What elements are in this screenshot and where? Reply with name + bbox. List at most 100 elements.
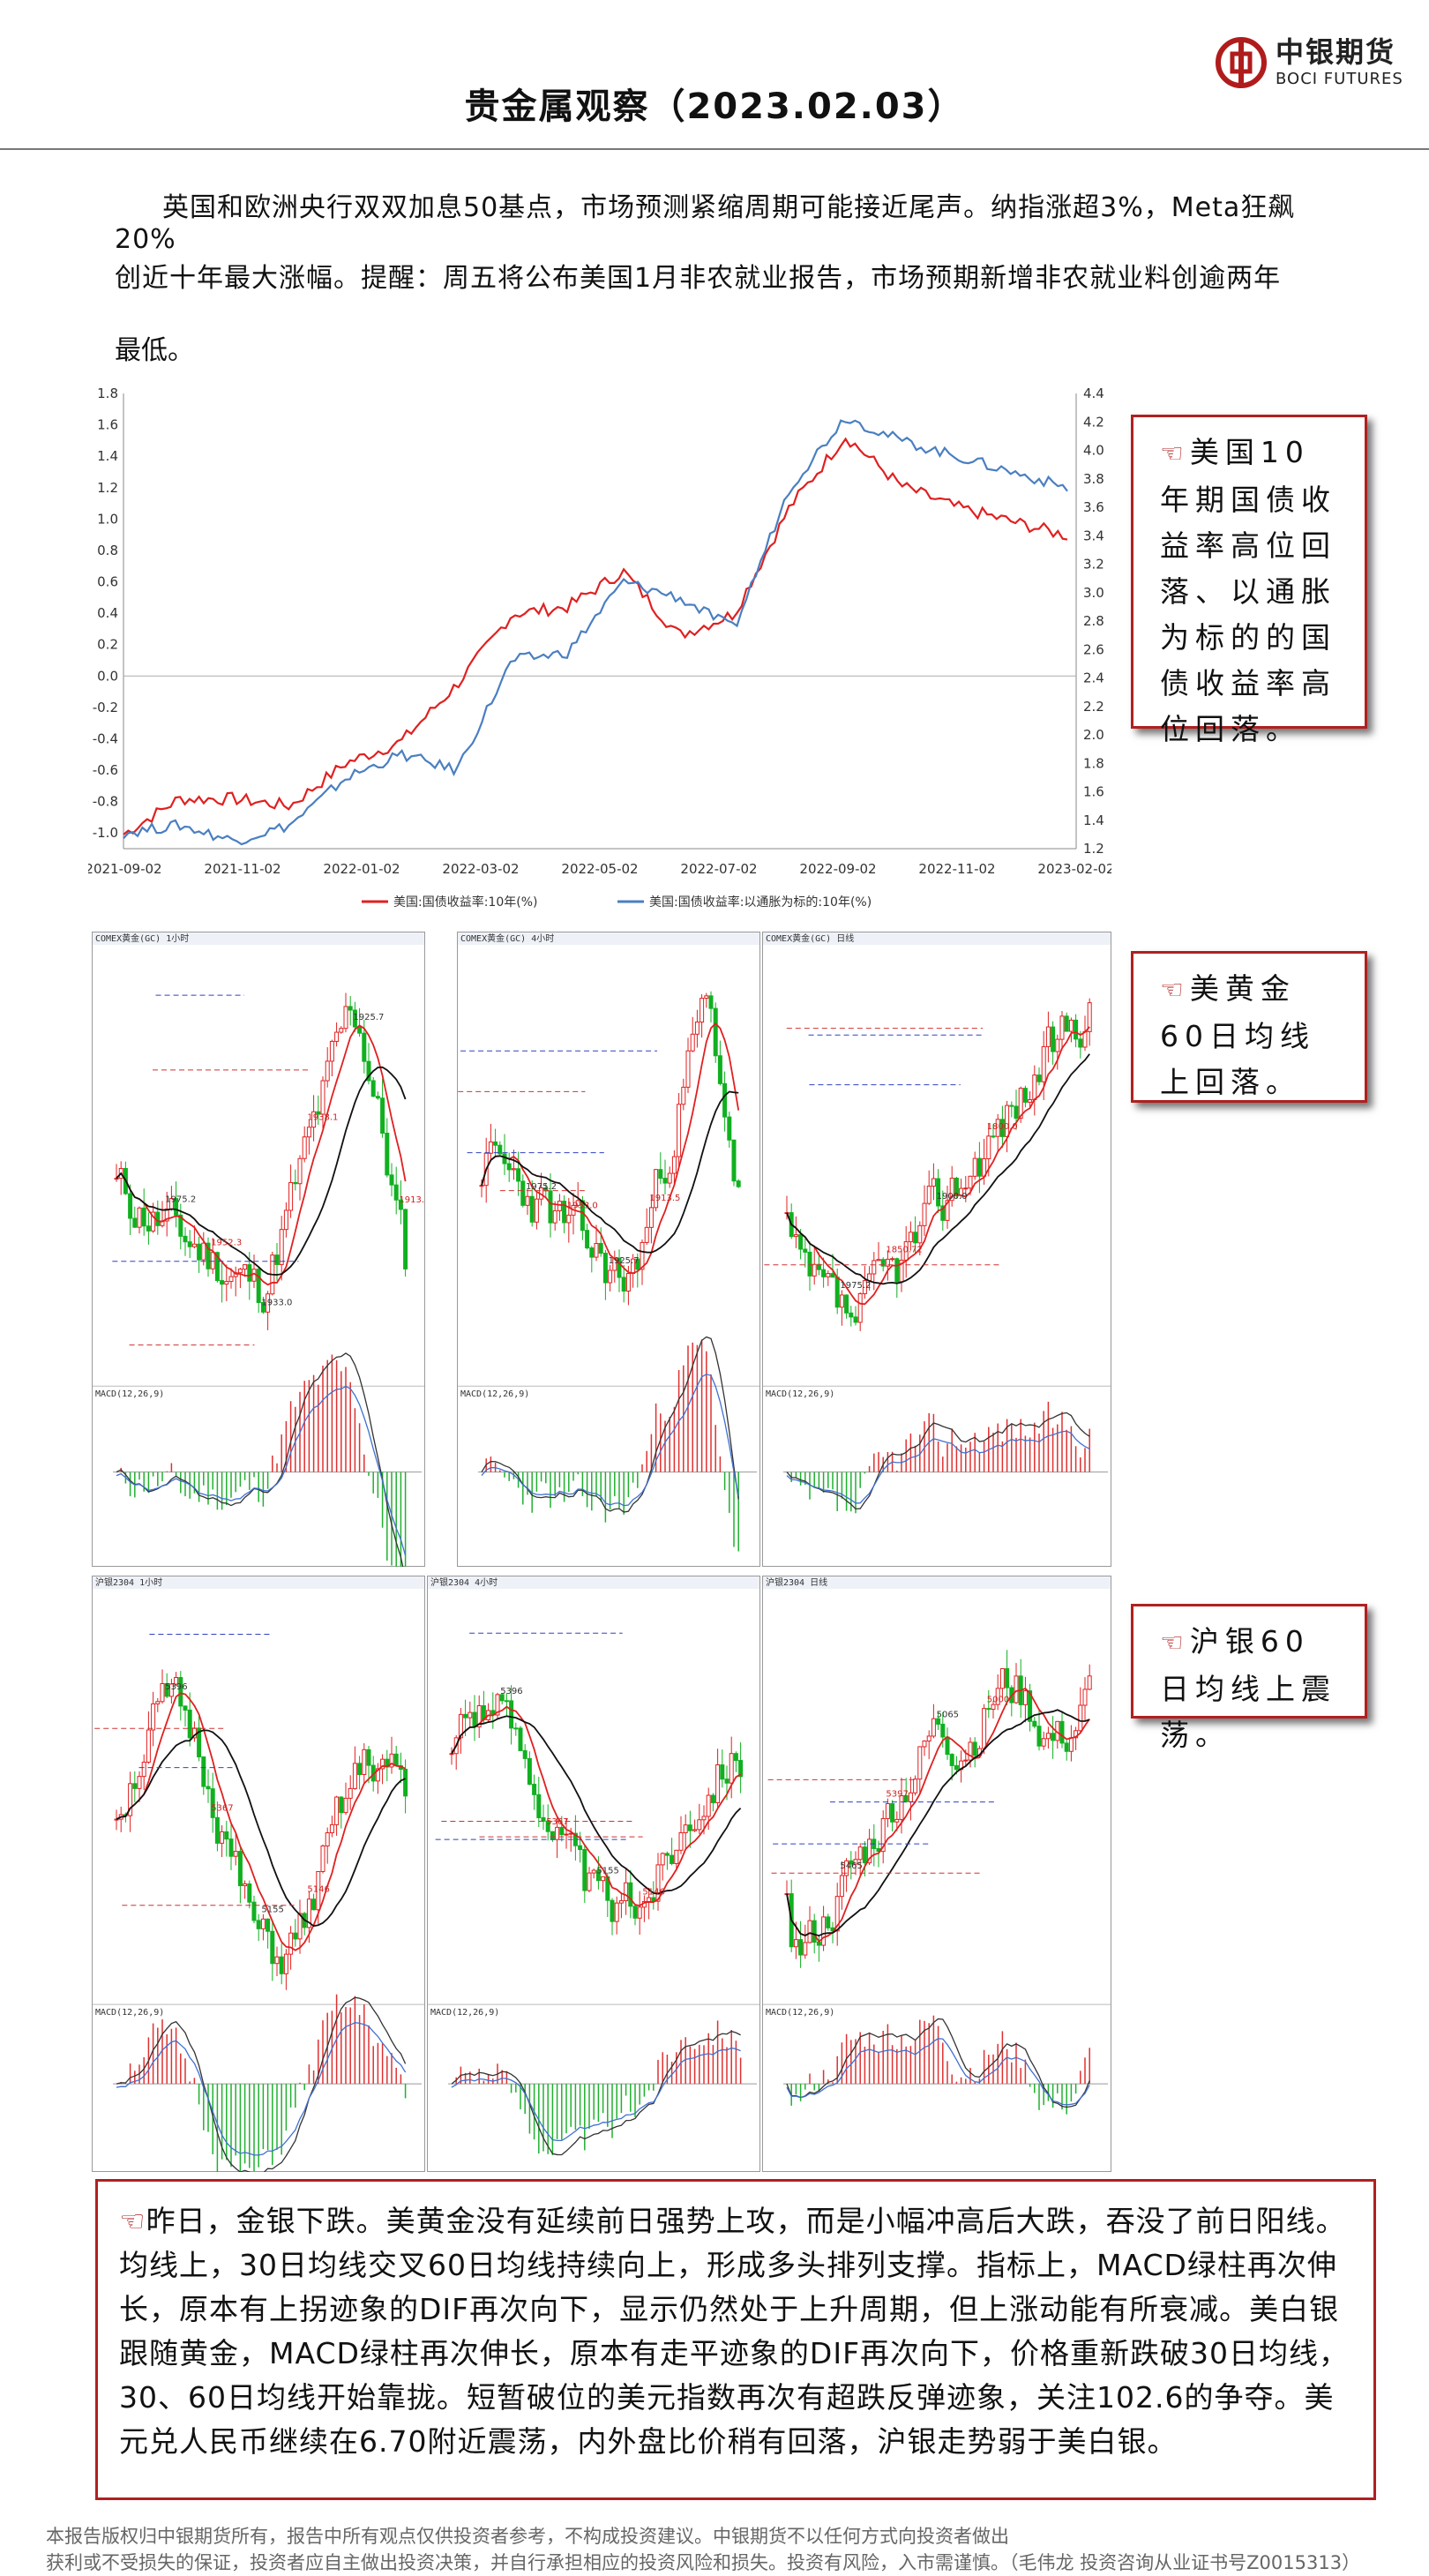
left-tick-label: 0.0 [97,668,118,684]
right-tick-label: 2.2 [1083,699,1104,715]
intro-line-3: 最低。 [115,335,194,366]
candle-body [722,1082,728,1118]
candle-body [266,1918,271,1932]
candle-body [283,1209,288,1231]
macd-label: MACD(12,26,9) [766,2008,834,2018]
candle-body [687,1824,692,1831]
candle-body [233,1272,238,1277]
candle-body [706,1794,711,1817]
candle-body [1087,1675,1092,1690]
page-title: 贵金属观察（2023.02.03） [464,86,965,127]
left-tick-label: -0.2 [93,700,118,715]
candle-body [853,1859,858,1865]
candle-body [375,1768,380,1782]
candle-body [306,1127,311,1138]
candle-body [587,1872,592,1891]
candle-body [210,1788,215,1818]
candle-body [201,1242,206,1261]
candle-body [141,1761,146,1778]
candle-body [306,1898,311,1928]
candle-body [862,1846,867,1864]
gold-chart-daily: COMEX黄金(GC) 日线 1975.2 1850.72 1900.0 1800.0 M… [762,932,1111,1567]
macd-label: MACD(12,26,9) [95,1389,164,1399]
candle-body [885,1258,890,1267]
candle-body [917,1224,923,1244]
candle-body [582,1849,587,1891]
candle-body [476,1704,482,1727]
x-tick-label: 2021-11-02 [204,861,281,877]
x-tick-label: 2022-11-02 [918,861,995,877]
candle-body [1032,1720,1037,1727]
candle-body [628,1882,633,1907]
candle-body [1005,1668,1010,1689]
candle-body [509,1700,514,1729]
right-tick-label: 3.2 [1083,557,1104,573]
callout-silver-text: 沪银60日均线上震荡。 [1160,1624,1336,1752]
candle-body [243,1264,248,1270]
candle-body [876,1259,881,1262]
candle-body [1051,1733,1056,1741]
panel-header-bar [428,1576,759,1589]
left-tick-label: -0.6 [93,762,118,778]
candle-body [520,1180,526,1206]
candle-body [1064,1742,1069,1752]
candle-body [201,1756,206,1787]
candle-body [274,1254,280,1265]
candle-body [1018,1088,1023,1120]
candle-body [522,1749,527,1759]
candle-body [325,1832,330,1846]
candle-body [283,1953,288,1974]
candle-body [380,1758,385,1770]
candle-body [594,1242,599,1258]
left-tick-label: -1.0 [93,825,118,841]
price-label: 5396 [165,1682,187,1692]
candle-body [844,1294,849,1314]
candle-body [348,1787,353,1799]
price-label: 5146 [642,1887,664,1897]
candle-body [908,1232,913,1243]
candle-body [151,1703,156,1731]
candle-body [839,1875,844,1898]
macd-dif-line [116,1996,407,2172]
candle-body [635,1258,640,1270]
candle-body [555,1826,560,1840]
candle-body [206,1242,211,1269]
candle-body [541,1816,546,1822]
candle-body [660,1853,665,1866]
candle-body [867,1838,872,1864]
candle-body [1028,1690,1033,1722]
candle-body [174,1677,179,1685]
candle-body [132,1783,138,1789]
candle-body [357,1763,363,1776]
candle-body [667,1172,672,1184]
candle-body [214,1816,220,1844]
panel-header-bar [93,932,424,945]
callout-treasury-text: 美国10年期国债收益率高位回落、以通胀为标的的国债收益率高位回落。 [1160,435,1336,746]
right-tick-label: 4.0 [1083,443,1104,459]
candle-body [366,1749,371,1766]
candle-body [468,1711,473,1719]
candle-body [724,1778,729,1784]
candle-body [210,1252,215,1269]
panel-header: 沪银2304 4小时 [430,1576,498,1588]
candle-body [655,1864,661,1902]
candle-body [601,1876,606,1882]
candle-body [945,1736,950,1756]
candle-body [885,1803,890,1819]
candle-body [632,1906,638,1919]
candle-body [736,1180,741,1187]
candle-body [826,1273,831,1277]
candle-body [352,1763,357,1789]
candle-body [220,1280,225,1285]
candle-body [220,1831,225,1844]
candle-body [164,1208,169,1222]
candle-body [1078,1038,1083,1048]
macd-label: MACD(12,26,9) [430,2008,499,2018]
candle-body [449,1753,454,1756]
price-label: 1975.2 [840,1281,871,1291]
ma-short-line [116,1024,407,1286]
disclaimer-line-1: 本报告版权归中银期货所有，报告中所有观点仅供投资者参考，不构成投资建议。中银期货… [46,2526,1009,2547]
candle-body [890,1803,895,1823]
price-label: 1925.7 [353,1013,384,1022]
panel-header: 沪银2304 日线 [766,1576,827,1588]
